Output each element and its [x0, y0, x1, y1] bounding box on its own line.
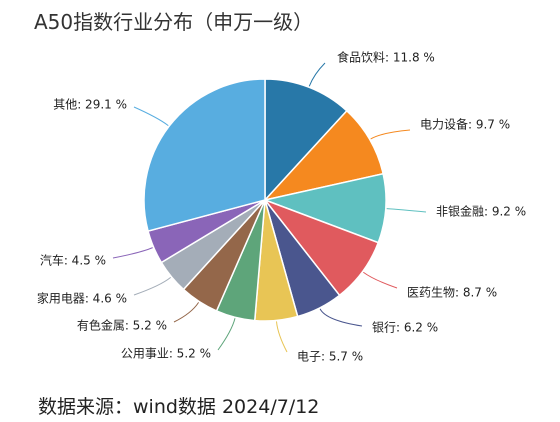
leader-line	[173, 302, 200, 323]
pie-chart: 食品饮料: 11.8 % 电力设备: 9.7 % 非银金融: 9.2 % 医药生物: …	[37, 50, 526, 364]
leader-line	[133, 277, 172, 296]
slice-label: 电子: 5.7 %	[297, 350, 363, 364]
leader-line	[386, 208, 427, 213]
slice-label: 其他: 29.1 %	[53, 98, 127, 112]
slice-label: 医药生物: 8.7 %	[407, 286, 497, 300]
pie-slice	[143, 78, 266, 232]
leader-line	[112, 247, 153, 259]
slice-labels: 食品饮料: 11.8 % 电力设备: 9.7 % 非银金融: 9.2 % 医药生物: …	[37, 50, 526, 364]
leader-line	[308, 62, 326, 87]
slice-label: 家用电器: 4.6 %	[37, 291, 127, 306]
leader-line	[319, 308, 363, 327]
leader-lines	[112, 62, 427, 353]
slice-label: 非银金融: 9.2 %	[436, 204, 526, 219]
leader-line	[217, 318, 236, 351]
leader-line	[363, 271, 398, 289]
leader-line	[370, 129, 411, 140]
pie-slice	[262, 109, 385, 202]
pie-slices	[143, 78, 387, 322]
slice-label: 公用事业: 5.2 %	[121, 347, 211, 361]
leader-line	[275, 321, 288, 353]
slice-label: 银行: 6.2 %	[372, 321, 438, 335]
pie-slice	[264, 78, 348, 202]
source-note: 数据来源：wind数据 2024/7/12	[38, 396, 320, 418]
slice-label: 有色金属: 5.2 %	[77, 318, 167, 333]
chart-title: A50指数行业分布（申万一级）	[34, 10, 314, 34]
leader-line	[133, 106, 169, 127]
slice-label: 电力设备: 9.7 %	[420, 118, 510, 132]
slice-label: 汽车: 4.5 %	[40, 253, 106, 268]
slice-label: 食品饮料: 11.8 %	[337, 50, 435, 65]
